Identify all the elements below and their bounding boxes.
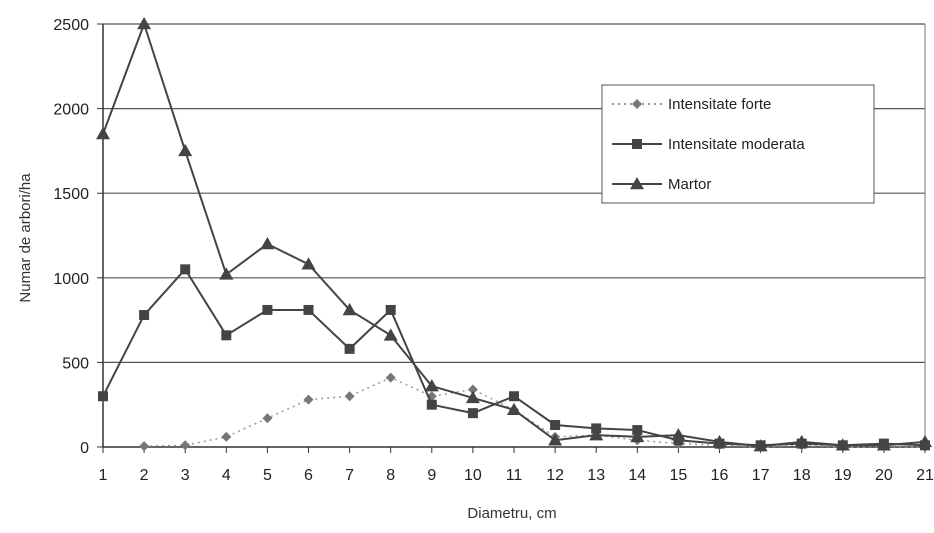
x-tick-label: 4 (222, 467, 231, 484)
series-layer (96, 17, 932, 452)
series-martor (96, 17, 932, 452)
data-point (137, 17, 152, 30)
data-point (876, 438, 891, 451)
legend-label: Intensitate forte (668, 96, 771, 113)
data-point (465, 390, 480, 404)
x-axis-title: Diametru, cm (467, 505, 556, 522)
x-tick-label: 11 (506, 467, 523, 484)
data-point (835, 438, 850, 451)
gridlines (103, 23, 926, 447)
data-point (918, 434, 932, 448)
data-point (630, 429, 645, 443)
y-tick-label: 500 (62, 355, 89, 372)
x-tick-label: 13 (587, 467, 605, 484)
x-tick-label: 2 (140, 467, 149, 484)
data-point (550, 420, 561, 431)
x-tick-label: 10 (464, 467, 482, 484)
legend: Intensitate forte Intensitate moderata Mar… (601, 84, 875, 204)
data-point (589, 428, 604, 441)
data-point (712, 434, 727, 448)
y-tick-label: 0 (80, 440, 89, 457)
legend-marker (632, 139, 642, 149)
data-point (467, 408, 478, 419)
x-tick-label: 21 (916, 467, 934, 484)
x-tick-labels: 1 2 3 4 5 6 7 8 9 10 11 12 13 14 15 16 17 18 19 20 21 (99, 447, 934, 484)
data-point (671, 428, 686, 441)
data-point (383, 328, 398, 341)
data-point (344, 343, 355, 354)
legend-marker (630, 177, 644, 190)
data-point (221, 431, 232, 442)
legend-item: Martor (612, 176, 711, 193)
x-tick-label: 18 (793, 467, 811, 484)
y-tick-label: 1500 (53, 186, 89, 203)
data-point (509, 391, 519, 402)
data-point (794, 434, 809, 448)
data-point (180, 264, 191, 275)
x-tick-label: 8 (386, 467, 395, 484)
data-point (139, 310, 150, 321)
series-intensitate-forte (139, 372, 930, 452)
x-tick-label: 20 (875, 467, 893, 484)
data-point (344, 391, 355, 402)
data-point (219, 267, 234, 280)
data-point (260, 236, 275, 250)
y-tick-label: 1000 (53, 271, 89, 288)
data-point (180, 440, 191, 451)
data-point (98, 391, 108, 402)
x-tick-label: 9 (427, 467, 436, 484)
legend-marker (632, 99, 642, 109)
data-point (301, 257, 316, 270)
data-point (342, 302, 357, 316)
data-point (178, 143, 193, 157)
data-point (139, 441, 150, 452)
y-tick-label: 2000 (53, 102, 89, 119)
data-point (424, 379, 439, 392)
data-point (96, 126, 110, 140)
x-tick-label: 19 (834, 467, 852, 484)
x-tick-label: 3 (181, 467, 190, 484)
y-tick-label: 2500 (53, 17, 89, 34)
series-line (144, 376, 926, 448)
legend-item: Intensitate moderata (612, 136, 805, 153)
x-tick-label: 14 (628, 467, 646, 484)
data-point (303, 304, 314, 315)
data-point (426, 399, 437, 410)
x-tick-label: 1 (99, 467, 108, 484)
x-tick-label: 5 (263, 467, 272, 484)
data-point (262, 304, 273, 315)
legend-label: Intensitate moderata (668, 136, 805, 153)
data-point (753, 439, 768, 452)
data-point (385, 304, 396, 315)
y-tick-labels: 0 500 1000 1500 2000 2500 (53, 17, 103, 457)
series-line (102, 268, 926, 447)
data-point (385, 372, 396, 383)
legend-label: Martor (668, 176, 711, 193)
data-point (221, 330, 232, 341)
data-point (303, 394, 314, 405)
data-point (507, 402, 521, 416)
x-tick-label: 12 (546, 467, 564, 484)
data-point (262, 413, 273, 424)
x-tick-label: 17 (752, 467, 770, 484)
x-tick-label: 7 (345, 467, 354, 484)
data-point (467, 384, 478, 395)
legend-item: Intensitate forte (612, 96, 771, 113)
y-axis-title: Numar de arbori/ha (17, 173, 34, 303)
data-point (548, 433, 563, 446)
series-intensitate-moderata (98, 264, 930, 451)
x-tick-label: 6 (304, 467, 313, 484)
x-tick-label: 15 (670, 467, 688, 484)
x-tick-label: 16 (711, 467, 729, 484)
